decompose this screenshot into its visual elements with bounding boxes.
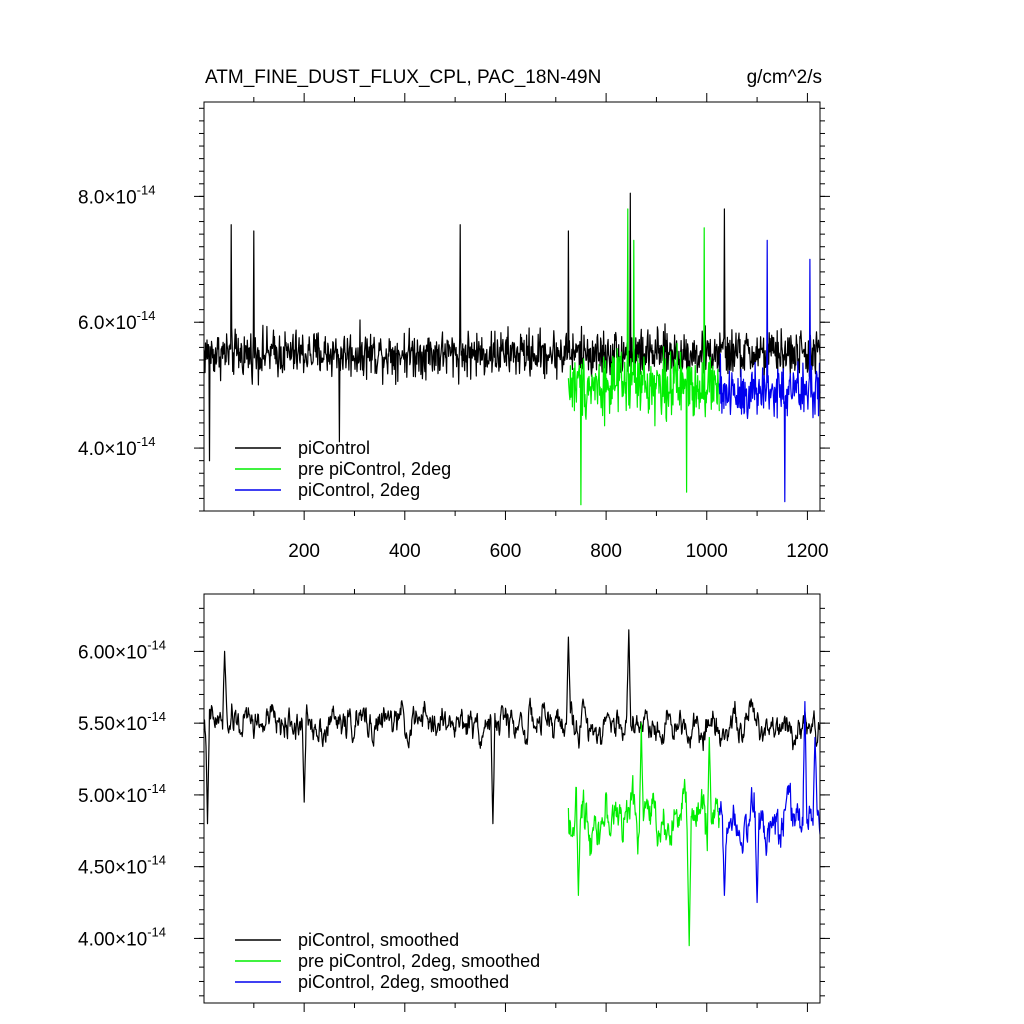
series-line-bottom-1 — [567, 722, 720, 947]
x-tick-label: 600 — [490, 541, 522, 562]
y-tick-label: 5.50×10-14 — [78, 709, 166, 735]
y-tick-label: 4.50×10-14 — [78, 853, 166, 879]
x-tick-label: 400 — [389, 541, 421, 562]
x-tick-label: 200 — [288, 541, 320, 562]
y-tick-label: 8.0×10-14 — [78, 182, 155, 208]
legend-label: piControl — [298, 438, 370, 458]
chart-units: g/cm^2/s — [747, 67, 822, 88]
x-tick-label: 1000 — [686, 541, 728, 562]
series-line-top-2 — [718, 239, 821, 503]
y-tick-label: 6.0×10-14 — [78, 308, 155, 334]
legend-label: piControl, smoothed — [298, 930, 459, 950]
y-tick-label: 5.00×10-14 — [78, 781, 166, 807]
series-line-bottom-2 — [718, 701, 821, 904]
legend-label: piControl, 2deg, smoothed — [298, 972, 509, 992]
x-tick-label: 800 — [590, 541, 622, 562]
series-line-top-0 — [203, 192, 821, 462]
series-line-bottom-0 — [203, 629, 821, 825]
y-tick-label: 4.0×10-14 — [78, 434, 155, 460]
chart-title: ATM_FINE_DUST_FLUX_CPL, PAC_18N-49N — [205, 67, 601, 88]
legend-label: pre piControl, 2deg — [298, 459, 451, 479]
y-tick-label: 6.00×10-14 — [78, 637, 166, 663]
y-tick-label: 4.00×10-14 — [78, 924, 166, 950]
legend-label: piControl, 2deg — [298, 480, 420, 500]
plot-frame — [203, 101, 821, 512]
bottom-panel: 4.00×10-14 4.50×10-14 5.00×10-14 5.50×10-14… — [78, 585, 830, 1012]
plot-frame — [203, 593, 821, 1004]
legend-label: pre piControl, 2deg, smoothed — [298, 951, 540, 971]
top-panel: 200 400 600 800 1000 1200 4.0×10-14 6.0×10-14 8.… — [78, 93, 830, 562]
series-line-top-1 — [567, 208, 720, 506]
x-tick-label: 1200 — [786, 541, 828, 562]
